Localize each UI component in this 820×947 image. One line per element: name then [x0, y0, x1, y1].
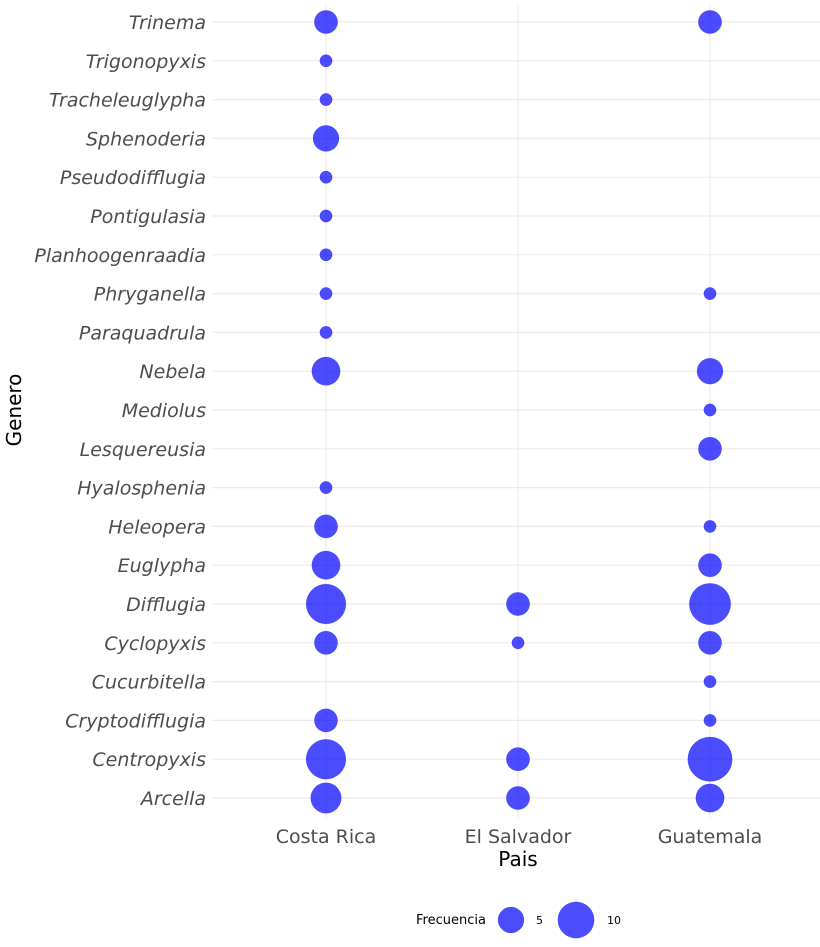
- y-tick-trinema: Trinema: [129, 12, 206, 34]
- y-tick-arcella: Arcella: [139, 788, 206, 810]
- legend-title: Frecuencia: [416, 913, 486, 928]
- size-legend: Frecuencia 5 10: [416, 901, 621, 939]
- point-costa-rica-tracheleuglypha: [319, 93, 333, 107]
- point-costa-rica-pseudodifflugia: [319, 170, 333, 184]
- x-tick-el-salvador: El Salvador: [465, 826, 572, 848]
- point-guatemala-euglypha: [698, 553, 722, 578]
- point-costa-rica-pontigulasia: [319, 209, 333, 223]
- y-tick-planhoogenraadia: Planhoogenraadia: [34, 245, 206, 267]
- point-costa-rica-cryptodifflugia: [314, 708, 338, 733]
- legend-label-10: 10: [607, 914, 621, 927]
- point-guatemala-nebela: [696, 357, 724, 385]
- y-tick-cucurbitella: Cucurbitella: [92, 672, 206, 694]
- point-costa-rica-paraquadrula: [319, 325, 333, 339]
- legend-label-5: 5: [536, 914, 543, 927]
- y-tick-euglypha: Euglypha: [118, 555, 206, 577]
- x-tick-costa-rica: Costa Rica: [276, 826, 377, 848]
- x-tick-guatemala: Guatemala: [658, 826, 763, 848]
- point-costa-rica-trigonopyxis: [319, 54, 333, 68]
- y-tick-sphenoderia: Sphenoderia: [86, 128, 206, 150]
- y-tick-pseudodifflugia: Pseudodifflugia: [60, 167, 206, 189]
- point-costa-rica-hyalosphenia: [319, 481, 333, 495]
- legend-key-5: [497, 906, 525, 934]
- point-costa-rica-planhoogenraadia: [319, 248, 333, 262]
- y-axis-tick-labels: Arcella Centropyxis Cryptodifflugia Cucurbi…: [34, 12, 206, 810]
- y-tick-phryganella: Phryganella: [94, 284, 206, 306]
- data-points: [305, 10, 733, 814]
- point-guatemala-cryptodifflugia: [703, 713, 717, 727]
- x-axis-tick-labels: Costa Rica El Salvador Guatemala: [276, 826, 763, 848]
- point-guatemala-centropyxis: [687, 736, 733, 782]
- y-gridlines: [212, 21, 820, 799]
- point-costa-rica-difflugia: [305, 583, 347, 625]
- legend-key-10: [557, 901, 595, 939]
- y-tick-difflugia: Difflugia: [126, 594, 206, 616]
- y-tick-mediolus: Mediolus: [122, 400, 206, 422]
- point-el-salvador-arcella: [506, 786, 530, 810]
- point-guatemala-cyclopyxis: [698, 630, 722, 655]
- y-tick-hyalosphenia: Hyalosphenia: [77, 478, 206, 500]
- point-costa-rica-cyclopyxis: [314, 630, 338, 655]
- point-costa-rica-nebela: [311, 356, 341, 386]
- y-tick-lesquereusia: Lesquereusia: [80, 439, 206, 461]
- point-costa-rica-euglypha: [311, 550, 341, 580]
- point-guatemala-trinema: [698, 10, 722, 34]
- y-tick-nebela: Nebela: [139, 361, 206, 383]
- point-el-salvador-centropyxis: [506, 747, 530, 772]
- y-tick-tracheleuglypha: Tracheleuglypha: [49, 90, 206, 112]
- y-tick-pontigulasia: Pontigulasia: [90, 206, 206, 228]
- point-costa-rica-arcella: [310, 782, 342, 814]
- point-guatemala-arcella: [695, 783, 725, 813]
- y-tick-cyclopyxis: Cyclopyxis: [104, 633, 206, 655]
- point-costa-rica-heleopera: [314, 514, 338, 539]
- y-tick-centropyxis: Centropyxis: [92, 749, 206, 771]
- point-costa-rica-trinema: [314, 10, 338, 34]
- y-tick-cryptodifflugia: Cryptodifflugia: [65, 710, 206, 732]
- point-costa-rica-centropyxis: [305, 739, 347, 780]
- y-tick-trigonopyxis: Trigonopyxis: [86, 51, 206, 73]
- point-guatemala-lesquereusia: [698, 436, 722, 461]
- y-axis-title: Genero: [2, 374, 26, 447]
- point-el-salvador-cyclopyxis: [511, 636, 525, 650]
- point-guatemala-heleopera: [703, 519, 717, 533]
- point-costa-rica-phryganella: [319, 287, 333, 301]
- point-guatemala-cucurbitella: [703, 675, 717, 689]
- point-guatemala-mediolus: [703, 403, 717, 417]
- x-axis-title: Pais: [498, 847, 537, 871]
- y-tick-heleopera: Heleopera: [108, 516, 206, 538]
- point-guatemala-difflugia: [689, 583, 731, 625]
- point-el-salvador-difflugia: [506, 592, 530, 616]
- point-guatemala-phryganella: [703, 287, 717, 301]
- point-costa-rica-sphenoderia: [312, 125, 340, 152]
- y-tick-paraquadrula: Paraquadrula: [79, 322, 206, 344]
- x-gridlines: [325, 5, 711, 818]
